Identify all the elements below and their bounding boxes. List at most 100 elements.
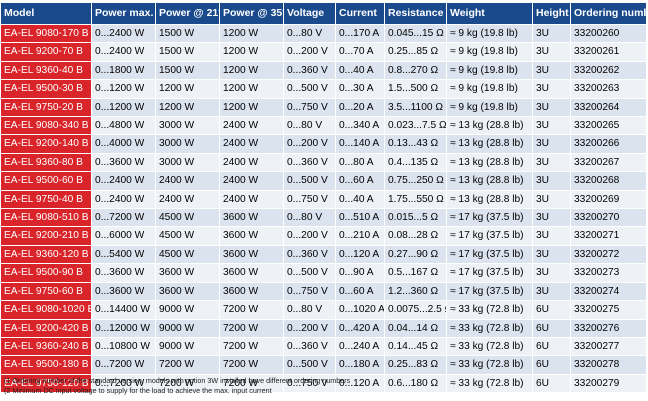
table-cell: 3600 W	[220, 264, 284, 283]
table-cell: 6U	[533, 374, 571, 394]
table-cell: 1.75...550 Ω	[385, 190, 447, 210]
table-cell: 0.6...180 Ω	[385, 374, 447, 394]
table-cell: 0...2400 W	[92, 25, 156, 44]
model-cell: EA-EL 9750-40 B	[1, 190, 92, 210]
footnotes: (1 Ordering number of the standard versi…	[4, 376, 350, 396]
column-header: Power @ 35°C	[220, 3, 284, 25]
table-cell: 7200 W	[220, 356, 284, 375]
table-cell: 33200271	[571, 227, 647, 246]
table-row: EA-EL 9080-340 B 0...4800 W 3000 W 2400 W 0.…	[1, 117, 647, 136]
table-cell: ≈ 13 kg (28.8 lb)	[447, 135, 533, 154]
model-cell: EA-EL 9200-210 B	[1, 227, 92, 246]
model-cell: EA-EL 9200-70 B	[1, 43, 92, 62]
table-cell: 0...3600 W	[92, 282, 156, 302]
table-cell: 3U	[533, 25, 571, 44]
table-cell: 0...60 A	[336, 172, 385, 191]
model-cell: EA-EL 9360-240 B	[1, 337, 92, 357]
table-cell: 0...70 A	[336, 43, 385, 62]
table-cell: 33200278	[571, 356, 647, 375]
column-header: Model	[1, 3, 92, 25]
table-cell: 33200277	[571, 337, 647, 357]
table-cell: 0.0075...2.5 Ω	[385, 301, 447, 320]
table-cell: ≈ 33 kg (72.8 lb)	[447, 356, 533, 375]
table-cell: 33200261	[571, 43, 647, 62]
table-cell: ≈ 9 kg (19.8 lb)	[447, 43, 533, 62]
table-cell: 3600 W	[220, 245, 284, 265]
table-cell: 0...200 V	[284, 227, 336, 246]
table-cell: 0...3600 W	[92, 264, 156, 283]
table-cell: 0...200 V	[284, 319, 336, 338]
table-row: EA-EL 9080-1020 B 0...14400 W 9000 W 7200 W…	[1, 301, 647, 320]
footnote-1: (1 Ordering number of the standard versi…	[4, 376, 351, 385]
table-cell: 0.8...270 Ω	[385, 61, 447, 81]
table-row: EA-EL 9750-40 B 0...2400 W 2400 W 2400 W 0..…	[1, 190, 647, 210]
table-cell: 1200 W	[220, 43, 284, 62]
table-cell: 0...750 V	[284, 282, 336, 302]
table-cell: 0...200 V	[284, 43, 336, 62]
model-cell: EA-EL 9080-170 B	[1, 25, 92, 44]
table-cell: ≈ 9 kg (19.8 lb)	[447, 25, 533, 44]
table-cell: 33200266	[571, 135, 647, 154]
model-cell: EA-EL 9750-120 B	[1, 374, 92, 394]
table-row: EA-EL 9360-80 B 0...3600 W 3000 W 2400 W 0..…	[1, 153, 647, 173]
table-cell: 0...3600 W	[92, 153, 156, 173]
table-cell: 9000 W	[156, 301, 220, 320]
table-cell: 0...420 A	[336, 319, 385, 338]
table-cell: 0...80 V	[284, 209, 336, 228]
table-row: EA-EL 9080-510 B 0...7200 W 4500 W 3600 W 0.…	[1, 209, 647, 228]
table-cell: 4500 W	[156, 245, 220, 265]
table-cell: 0...140 A	[336, 135, 385, 154]
table-cell: 3600 W	[156, 282, 220, 302]
table-cell: 7200 W	[220, 337, 284, 357]
model-cell: EA-EL 9080-340 B	[1, 117, 92, 136]
model-cell: EA-EL 9200-140 B	[1, 135, 92, 154]
table-cell: 0...510 A	[336, 209, 385, 228]
table-cell: 6U	[533, 337, 571, 357]
table-cell: 1200 W	[156, 98, 220, 118]
table-cell: ≈ 9 kg (19.8 lb)	[447, 61, 533, 81]
table-cell: 1500 W	[156, 43, 220, 62]
table-cell: 33200276	[571, 319, 647, 338]
table-row: EA-EL 9200-70 B 0...2400 W 1500 W 1200 W 0..…	[1, 43, 647, 62]
table-cell: 0...40 A	[336, 61, 385, 81]
table-row: EA-EL 9080-170 B 0...2400 W 1500 W 1200 W 0.…	[1, 25, 647, 44]
table-row: EA-EL 9360-120 B 0...5400 W 4500 W 3600 W 0.…	[1, 245, 647, 265]
table-cell: 0...80 V	[284, 25, 336, 44]
table-cell: 1200 W	[220, 61, 284, 81]
table-cell: 33200269	[571, 190, 647, 210]
table-cell: 0...750 V	[284, 190, 336, 210]
table-row: EA-EL 9200-210 B 0...6000 W 4500 W 3600 W 0.…	[1, 227, 647, 246]
table-cell: 0...2400 W	[92, 43, 156, 62]
table-cell: ≈ 33 kg (72.8 lb)	[447, 301, 533, 320]
table-cell: ≈ 33 kg (72.8 lb)	[447, 337, 533, 357]
table-cell: 4500 W	[156, 227, 220, 246]
table-cell: ≈ 17 kg (37.5 lb)	[447, 264, 533, 283]
table-cell: 4500 W	[156, 209, 220, 228]
table-cell: 0...500 V	[284, 264, 336, 283]
table-cell: 0...1200 W	[92, 80, 156, 99]
table-cell: 0...500 V	[284, 80, 336, 99]
table-cell: 0.5...167 Ω	[385, 264, 447, 283]
table-cell: 3.5...1100 Ω	[385, 98, 447, 118]
table-cell: 0.04...14 Ω	[385, 319, 447, 338]
table-cell: 0.14...45 Ω	[385, 337, 447, 357]
table-cell: 0...170 A	[336, 25, 385, 44]
table-cell: 1500 W	[156, 25, 220, 44]
table-cell: 3600 W	[220, 227, 284, 246]
table-cell: 33200272	[571, 245, 647, 265]
table-cell: 3U	[533, 245, 571, 265]
table-cell: 3U	[533, 264, 571, 283]
column-header: Ordering number (1	[571, 3, 647, 25]
table-cell: 7200 W	[220, 301, 284, 320]
table-cell: 1.2...360 Ω	[385, 282, 447, 302]
table-cell: 7200 W	[156, 356, 220, 375]
table-cell: 0...90 A	[336, 264, 385, 283]
table-cell: 33200275	[571, 301, 647, 320]
table-cell: 33200267	[571, 153, 647, 173]
table-cell: 0...60 A	[336, 282, 385, 302]
table-cell: 0.25...83 Ω	[385, 356, 447, 375]
table-cell: 0...750 V	[284, 374, 336, 394]
table-cell: 6U	[533, 356, 571, 375]
